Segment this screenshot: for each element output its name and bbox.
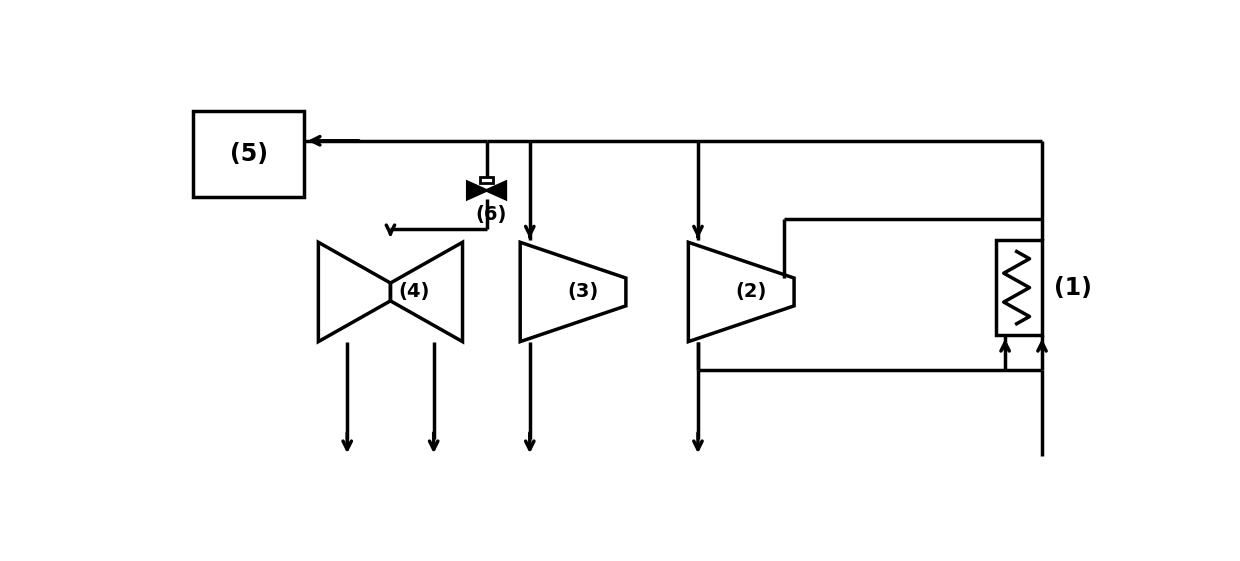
Text: (1): (1) xyxy=(1054,275,1091,300)
Bar xyxy=(996,240,1042,335)
Text: (4): (4) xyxy=(399,282,430,301)
Text: (3): (3) xyxy=(567,282,598,301)
Polygon shape xyxy=(467,182,486,199)
Bar xyxy=(193,111,304,197)
Text: (5): (5) xyxy=(229,142,268,165)
Bar xyxy=(480,177,492,183)
Polygon shape xyxy=(486,182,506,199)
Text: (6): (6) xyxy=(476,205,507,224)
Text: (2): (2) xyxy=(735,282,766,301)
